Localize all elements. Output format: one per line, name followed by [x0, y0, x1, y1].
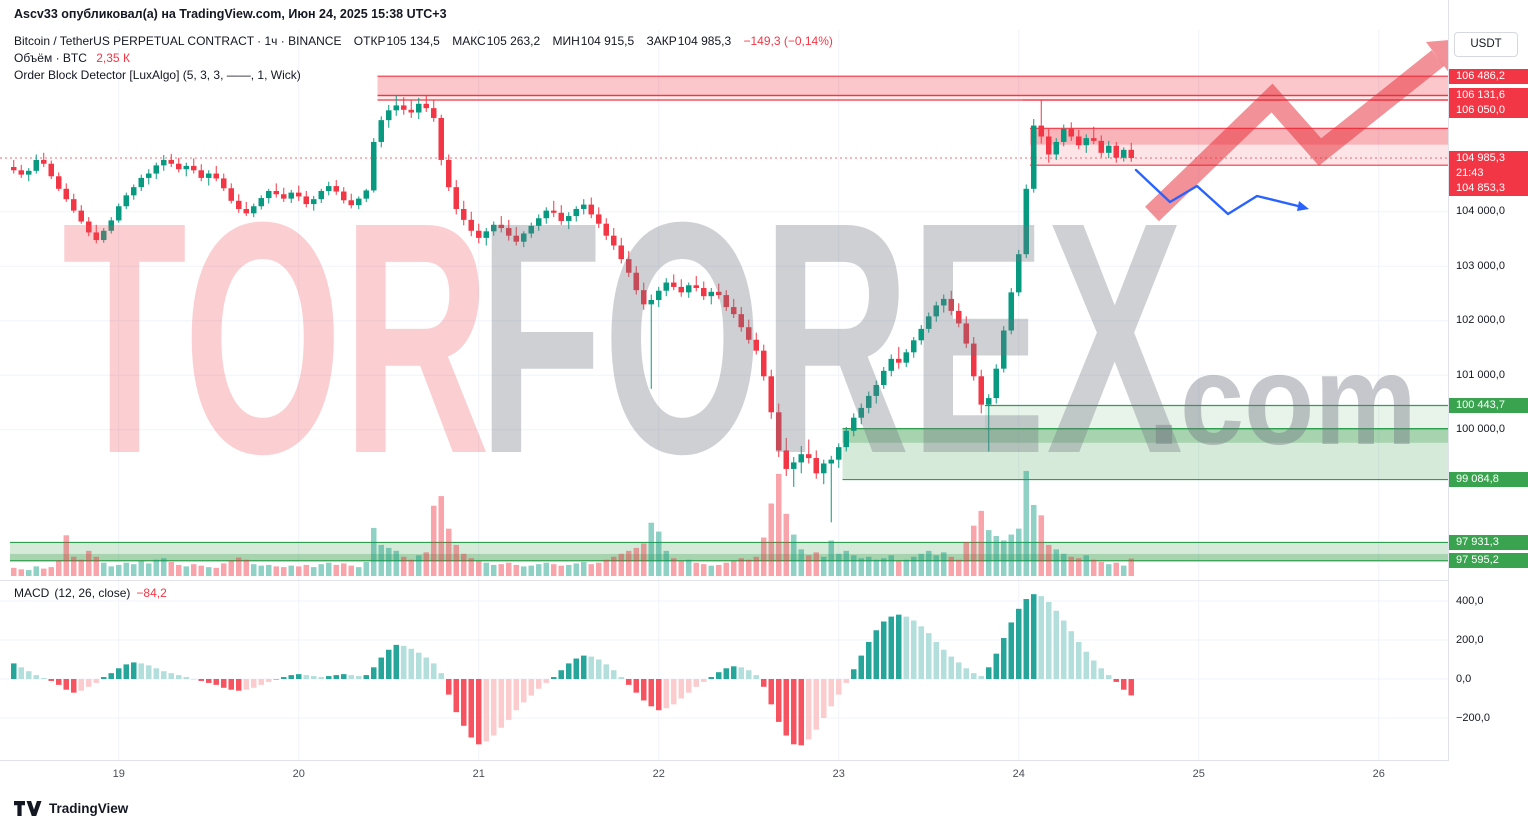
order-block-price-label: 99 084,8 [1449, 472, 1528, 488]
order-block-price-label: 104 853,3 [1449, 180, 1528, 196]
time-axis-label: 20 [292, 768, 305, 780]
pane-separators [0, 580, 1528, 761]
order-block-price-label: 106 131,6 [1449, 88, 1528, 104]
price-axis-label: 104 000,0 [1456, 205, 1505, 218]
price-axis-label: 102 000,0 [1456, 314, 1505, 327]
ohlc-pair: ОТКР105 134,5 [354, 34, 440, 48]
order-block-price-label: 100 443,7 [1449, 398, 1528, 414]
volume-row: Объём · BTC 2,35 К [14, 50, 833, 67]
currency-toggle-button[interactable]: USDT [1454, 32, 1518, 57]
grid-lines [0, 30, 1448, 760]
current-price-label: 104 985,3 [1449, 150, 1528, 166]
macd-axis-label: 0,0 [1456, 672, 1472, 685]
macd-legend: MACD (12, 26, close) −84,2 [14, 586, 167, 600]
watermark-text-tor: TOR [62, 154, 490, 523]
price-axis-label: 103 000,0 [1456, 259, 1505, 272]
ohlc-open-value: 105 134,5 [386, 34, 440, 48]
macd-axis-label: 200,0 [1456, 633, 1484, 646]
time-axis-label: 24 [1012, 768, 1025, 780]
volume-label: Объём · BTC [14, 51, 87, 65]
tradingview-brand[interactable]: TradingView [49, 801, 129, 816]
macd-histogram [11, 594, 1134, 746]
macd-axis-label: −200,0 [1456, 711, 1490, 724]
symbol-row: Bitcoin / TetherUS PERPETUAL CONTRACT · … [14, 33, 833, 50]
volume-value: 2,35 К [96, 51, 130, 65]
time-axis-label: 23 [832, 768, 845, 780]
watermark-text-forex: FOREX [478, 154, 1184, 523]
bar-countdown-label: 21:43 [1449, 165, 1528, 181]
symbol-title: Bitcoin / TetherUS PERPETUAL CONTRACT · … [14, 34, 342, 48]
ohlc-pair: ЗАКР104 985,3 [647, 34, 732, 48]
watermark-text-com: .com [1148, 328, 1417, 471]
time-axis[interactable]: 19 20 21 22 23 24 25 26 [0, 761, 1528, 792]
macd-title: MACD [14, 586, 50, 600]
order-block-price-label: 97 595,2 [1449, 553, 1528, 569]
projection-arrow-drawing[interactable] [1134, 168, 1309, 216]
indicator-row: Order Block Detector [LuxAlgo] (5, 3, 3,… [14, 67, 833, 84]
ohlc-open-label: ОТКР [353, 34, 386, 48]
ohlc-high-value: 105 263,2 [486, 34, 541, 48]
time-axis-label: 22 [652, 768, 665, 780]
tradingview-logo-icon [14, 801, 42, 816]
ohlc-low-label: МИН [552, 34, 580, 48]
order-block-price-label: 106 486,2 [1449, 68, 1528, 84]
ohlc-low-value: 104 915,5 [580, 34, 635, 48]
order-block-price-label: 106 050,0 [1449, 103, 1528, 119]
time-axis-label: 21 [472, 768, 485, 780]
ohlc-high-label: МАКС [452, 34, 486, 48]
ohlc-close-value: 104 985,3 [677, 34, 732, 48]
price-axis-label: 100 000,0 [1456, 423, 1505, 436]
macd-axis-label: 400,0 [1456, 594, 1484, 607]
change-value: −149,3 (−0,14%) [743, 34, 833, 48]
price-scale[interactable]: USDT 106 486,2 106 131,6 106 050,0 104 985,… [1448, 0, 1528, 761]
ohlc-pair: МАКС105 263,2 [452, 34, 540, 48]
time-axis-label: 19 [112, 768, 125, 780]
time-axis-label: 26 [1372, 768, 1385, 780]
macd-params: (12, 26, close) [54, 586, 131, 600]
ohlc-pair: МИН104 915,5 [552, 34, 634, 48]
price-axis-label: 101 000,0 [1456, 368, 1505, 381]
order-block-price-label: 97 931,3 [1449, 534, 1528, 550]
footer: TradingView [14, 800, 128, 817]
ohlc-close-label: ЗАКР [646, 34, 677, 48]
volume-series [11, 470, 1134, 576]
macd-value: −84,2 [136, 586, 167, 600]
time-axis-label: 25 [1192, 768, 1205, 780]
publish-header: Ascv33 опубликовал(а) на TradingView.com… [14, 7, 447, 21]
chart-legend: Bitcoin / TetherUS PERPETUAL CONTRACT · … [14, 33, 833, 84]
candlestick-series [11, 95, 1134, 523]
watermark-arrow-decoration [1145, 50, 1445, 222]
indicator-label: Order Block Detector [LuxAlgo] (5, 3, 3,… [14, 68, 301, 82]
